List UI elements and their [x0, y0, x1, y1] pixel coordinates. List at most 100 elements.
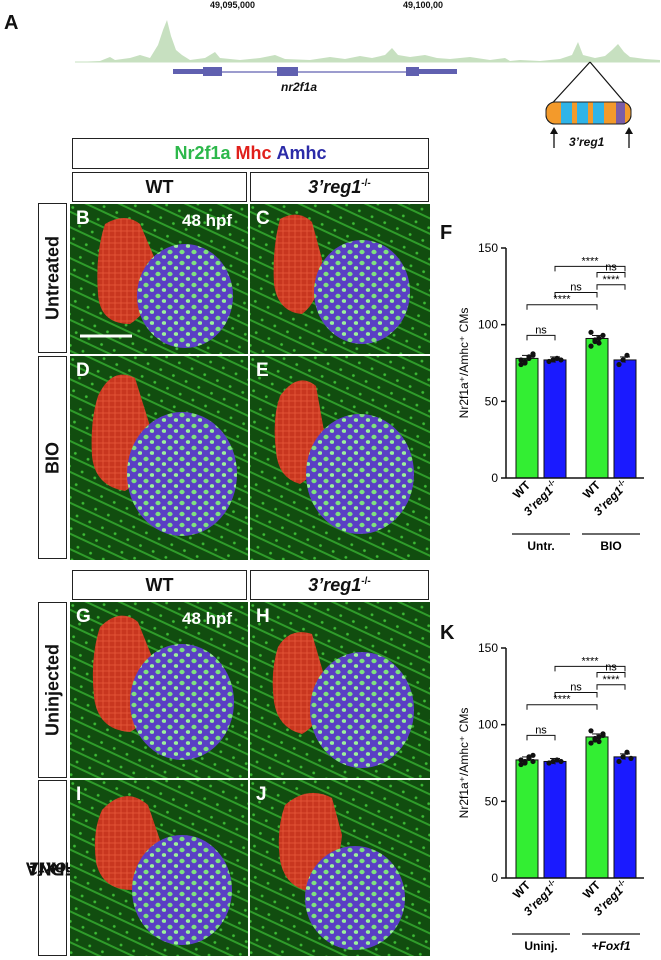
data-point: [596, 335, 602, 342]
data-point: [600, 732, 606, 738]
y-tick-label: 150: [478, 641, 498, 655]
gene-exon-3: [277, 67, 298, 76]
data-point: [600, 332, 606, 338]
significance-label: ****: [581, 655, 599, 667]
data-point: [620, 357, 626, 363]
image-tile-b: B 48 hpf: [70, 204, 248, 354]
data-point: [546, 358, 552, 365]
data-point: [616, 758, 622, 765]
significance-label: ns: [535, 324, 547, 336]
gene-exon-4: [406, 67, 419, 76]
data-point: [596, 738, 602, 745]
y-tick-label: 0: [491, 471, 498, 485]
data-point: [530, 351, 536, 357]
bar: [543, 359, 567, 479]
coord-right: 49,100,00: [403, 0, 444, 10]
tile-letter-c: C: [256, 208, 270, 229]
data-point: [588, 740, 594, 746]
col-header-wt-bottom: WT: [72, 570, 247, 600]
x-tick-label: WT: [510, 478, 534, 502]
data-point: [526, 354, 532, 360]
data-point: [530, 758, 536, 765]
row-label-foxf1: + Foxf1 mRNA: [25, 780, 80, 956]
bar: [515, 759, 539, 879]
image-tile-g: G 48 hpf: [70, 602, 248, 778]
data-point: [558, 758, 564, 765]
data-point: [620, 754, 626, 760]
group-label: +Foxf1: [591, 939, 630, 953]
data-point: [592, 337, 598, 343]
bar: [585, 736, 609, 879]
data-point: [616, 361, 622, 368]
image-tile-j: J: [250, 780, 430, 956]
panel-letter-f: F: [440, 222, 453, 244]
significance-bracket: [554, 291, 598, 298]
data-point: [518, 357, 524, 363]
tile-letter-h: H: [256, 606, 270, 627]
data-point: [554, 757, 560, 763]
significance-bracket: [554, 265, 626, 272]
image-tile-i: I: [70, 780, 248, 956]
data-point: [518, 361, 524, 368]
data-point: [628, 755, 634, 761]
image-tile-d: D: [70, 356, 248, 560]
col-header-mut-top: 3’reg1-/-: [250, 172, 429, 202]
gene-label: nr2f1a: [281, 80, 318, 94]
panel-letter-a: A: [4, 12, 19, 34]
bar: [613, 359, 637, 479]
image-tile-e: E: [250, 356, 430, 560]
data-point: [522, 360, 528, 366]
tile-letter-e: E: [256, 360, 269, 381]
tile-letter-i: I: [76, 784, 82, 805]
data-point: [530, 752, 536, 758]
data-point: [546, 760, 552, 766]
data-point: [588, 728, 594, 734]
data-point: [518, 757, 524, 763]
stain-header: Nr2f1a Mhc Amhc: [72, 138, 429, 169]
y-tick-label: 100: [478, 318, 498, 332]
col-header-wt-top-label: WT: [145, 176, 174, 197]
reg-element-diagram: [545, 101, 633, 148]
stage-label-g: 48 hpf: [182, 609, 233, 628]
y-axis-label: Nr2f1a⁺/Amhc⁺ CMs: [457, 708, 471, 819]
gene-exon-5: [419, 69, 457, 74]
genome-track: [75, 20, 660, 148]
significance-label: ns: [535, 724, 547, 736]
group-label: BIO: [600, 539, 621, 553]
significance-label: ns: [605, 662, 617, 674]
data-point: [550, 357, 556, 363]
bar: [613, 756, 637, 879]
bar: [543, 760, 567, 879]
x-tick-text: WT: [510, 878, 534, 902]
data-point: [624, 749, 630, 755]
row-label-uninjected: Uninjected: [38, 602, 67, 778]
significance-label: ****: [602, 274, 620, 286]
significance-bracket: [554, 691, 598, 698]
coord-left: 49,095,000: [210, 0, 256, 10]
data-point: [588, 343, 594, 349]
significance-bracket: [596, 684, 626, 690]
y-tick-label: 100: [478, 718, 498, 732]
y-tick-label: 0: [491, 871, 498, 885]
significance-label: ns: [570, 681, 582, 693]
x-tick-text: WT: [580, 878, 604, 902]
image-tile-h: H: [250, 602, 430, 778]
data-point: [554, 355, 560, 361]
group-label: Untr.: [527, 539, 554, 553]
group-label: Uninj.: [524, 939, 557, 953]
coverage-track: [75, 20, 660, 62]
element-label: 3’reg1: [569, 135, 605, 149]
y-tick-label: 50: [485, 794, 499, 808]
col-header-mut-bottom-label: 3’reg1-/-: [308, 574, 371, 595]
x-tick-label: WT: [580, 478, 604, 502]
y-tick-label: 50: [485, 394, 499, 408]
tile-letter-g: G: [76, 606, 91, 627]
stage-label-b: 48 hpf: [182, 211, 233, 230]
significance-label: ****: [553, 694, 571, 706]
data-point: [526, 754, 532, 760]
data-point: [592, 735, 598, 742]
gene-exon-2: [203, 67, 222, 76]
row-label-bio: BIO: [38, 356, 67, 559]
bar: [585, 337, 609, 479]
